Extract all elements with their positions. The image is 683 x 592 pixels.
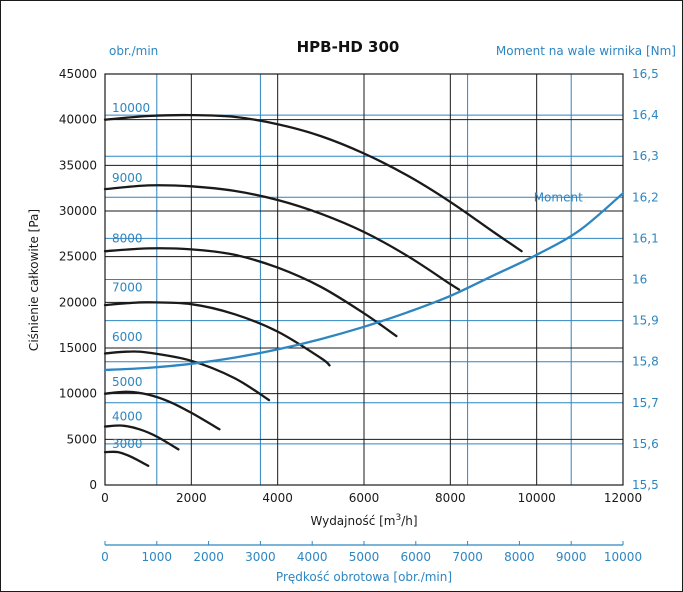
y2-tick-label: 16,5 xyxy=(632,67,659,81)
secondary-x-tick-label: 3000 xyxy=(245,550,276,564)
x-tick-label: 8000 xyxy=(435,491,466,505)
rpm-curve-label: 4000 xyxy=(112,410,143,424)
secondary-x-tick-label: 1000 xyxy=(142,550,173,564)
x-tick-label: 0 xyxy=(101,491,109,505)
y2-tick-label: 15,5 xyxy=(632,478,659,492)
y2-tick-label: 15,7 xyxy=(632,396,659,410)
rpm-curve-label: 10000 xyxy=(112,101,150,115)
x-axis-title-sup: 3 xyxy=(395,513,401,523)
y2-tick-label: 15,6 xyxy=(632,437,659,451)
secondary-x-tick-label: 2000 xyxy=(193,550,224,564)
rpm-curve-4000 xyxy=(103,424,180,451)
y-tick-label: 30000 xyxy=(59,204,97,218)
rpm-curve-6000 xyxy=(103,350,271,402)
y2-tick-label: 15,8 xyxy=(632,355,659,369)
y2-tick-label: 16,3 xyxy=(632,149,659,163)
y2-tick-label: 15,9 xyxy=(632,314,659,328)
secondary-x-tick-label: 6000 xyxy=(401,550,432,564)
rpm-curve-9000 xyxy=(103,184,461,291)
rpm-curve-label: 8000 xyxy=(112,231,143,245)
rpm-unit-label: obr./min xyxy=(109,44,158,58)
y-tick-label: 0 xyxy=(89,478,97,492)
rpm-curve-7000 xyxy=(103,301,331,367)
rpm-curve-label: 7000 xyxy=(112,281,143,295)
rpm-curve-8000 xyxy=(103,247,398,338)
y2-tick-label: 16,2 xyxy=(632,190,659,204)
y-tick-label: 40000 xyxy=(59,113,97,127)
rpm-curve-label: 9000 xyxy=(112,171,143,185)
y-tick-label: 5000 xyxy=(66,432,97,446)
secondary-x-tick-label: 5000 xyxy=(349,550,380,564)
rpm-curve-label: 5000 xyxy=(112,375,143,389)
y-tick-label: 15000 xyxy=(59,341,97,355)
secondary-x-tick-label: 10000 xyxy=(604,550,642,564)
x-axis-title-main: Wydajność [m xyxy=(310,514,395,528)
chart-title: HPB-HD 300 xyxy=(297,38,400,56)
y-axis-title: Ciśnienie całkowite [Pa] xyxy=(27,209,41,351)
x-tick-label: 4000 xyxy=(262,491,293,505)
y-tick-label: 45000 xyxy=(59,67,97,81)
rpm-curve-5000 xyxy=(103,390,221,431)
x-tick-label: 10000 xyxy=(518,491,556,505)
moment-curve-label: Moment xyxy=(534,190,583,204)
grid-black xyxy=(105,74,623,485)
moment-curve xyxy=(103,192,625,372)
x-axis-title-tail: /h] xyxy=(401,514,417,528)
plot-border xyxy=(104,73,624,486)
secondary-x-tick-label: 0 xyxy=(101,550,109,564)
y2-tick-label: 16,1 xyxy=(632,231,659,245)
labels: 0 2000 4000 6000 8000 10000 12000 0 5000 10000 150… xyxy=(59,67,659,505)
y2-axis-title: Moment na wale wirnika [Nm] xyxy=(496,44,676,58)
y2-tick-label: 16 xyxy=(632,273,647,287)
rpm-curve-label: 6000 xyxy=(112,330,143,344)
x-axis-title: Wydajność [m3/h] xyxy=(310,513,417,528)
rpm-curve-3000 xyxy=(103,450,150,467)
secondary-x-tick-label: 4000 xyxy=(297,550,328,564)
secondary-x-tick-label: 7000 xyxy=(452,550,483,564)
rpm-curve-10000 xyxy=(103,113,523,253)
x-tick-label: 12000 xyxy=(604,491,642,505)
secondary-x-axis: 0 1000 2000 3000 4000 5000 6000 7000 8000 9000 100… xyxy=(101,541,642,564)
secondary-x-axis-title: Prędkość obrotowa [obr./min] xyxy=(276,570,452,584)
y2-tick-label: 16,4 xyxy=(632,108,659,122)
rpm-curve-label: 3000 xyxy=(112,437,143,451)
secondary-x-tick-label: 9000 xyxy=(556,550,587,564)
y-tick-label: 35000 xyxy=(59,158,97,172)
y-tick-label: 10000 xyxy=(59,387,97,401)
x-tick-label: 6000 xyxy=(349,491,380,505)
curves xyxy=(103,113,625,467)
secondary-x-tick-label: 8000 xyxy=(504,550,535,564)
x-tick-label: 2000 xyxy=(176,491,207,505)
y-tick-label: 20000 xyxy=(59,295,97,309)
y-tick-label: 25000 xyxy=(59,250,97,264)
